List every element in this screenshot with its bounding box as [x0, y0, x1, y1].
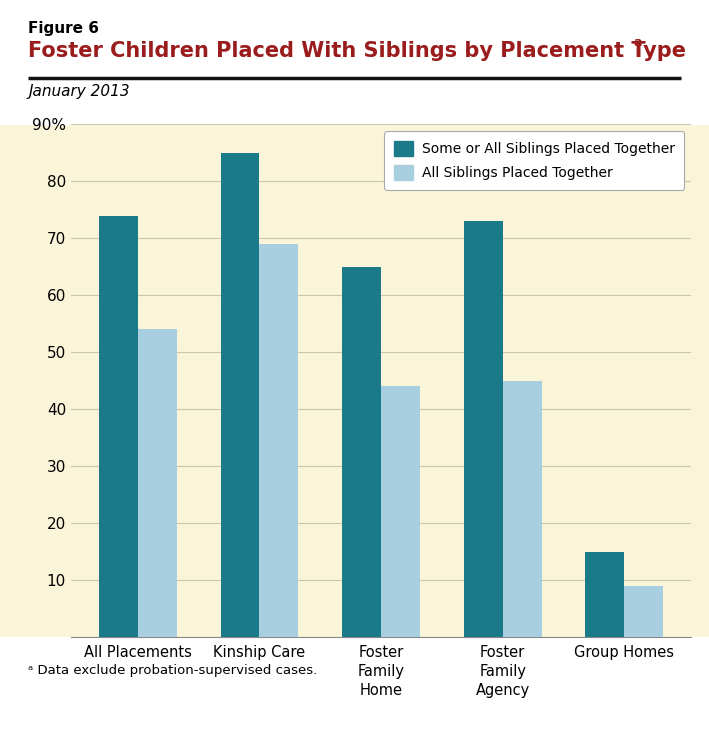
Bar	[138, 329, 177, 637]
Bar	[342, 267, 381, 637]
Text: Foster Children Placed With Siblings by Placement Type: Foster Children Placed With Siblings by …	[28, 41, 686, 62]
Bar	[381, 387, 420, 637]
Legend: Some or All Siblings Placed Together, All Siblings Placed Together: Some or All Siblings Placed Together, Al…	[384, 131, 684, 189]
Bar	[586, 552, 625, 637]
Text: ᵃ Data exclude probation-supervised cases.: ᵃ Data exclude probation-supervised case…	[28, 664, 318, 676]
Bar	[259, 244, 298, 637]
Text: January 2013: January 2013	[28, 84, 130, 100]
Bar	[503, 381, 542, 637]
Bar	[99, 216, 138, 637]
Bar	[220, 153, 259, 637]
Text: a: a	[633, 36, 642, 49]
Bar	[625, 586, 664, 637]
Text: Figure 6: Figure 6	[28, 21, 99, 36]
Bar	[464, 221, 503, 637]
